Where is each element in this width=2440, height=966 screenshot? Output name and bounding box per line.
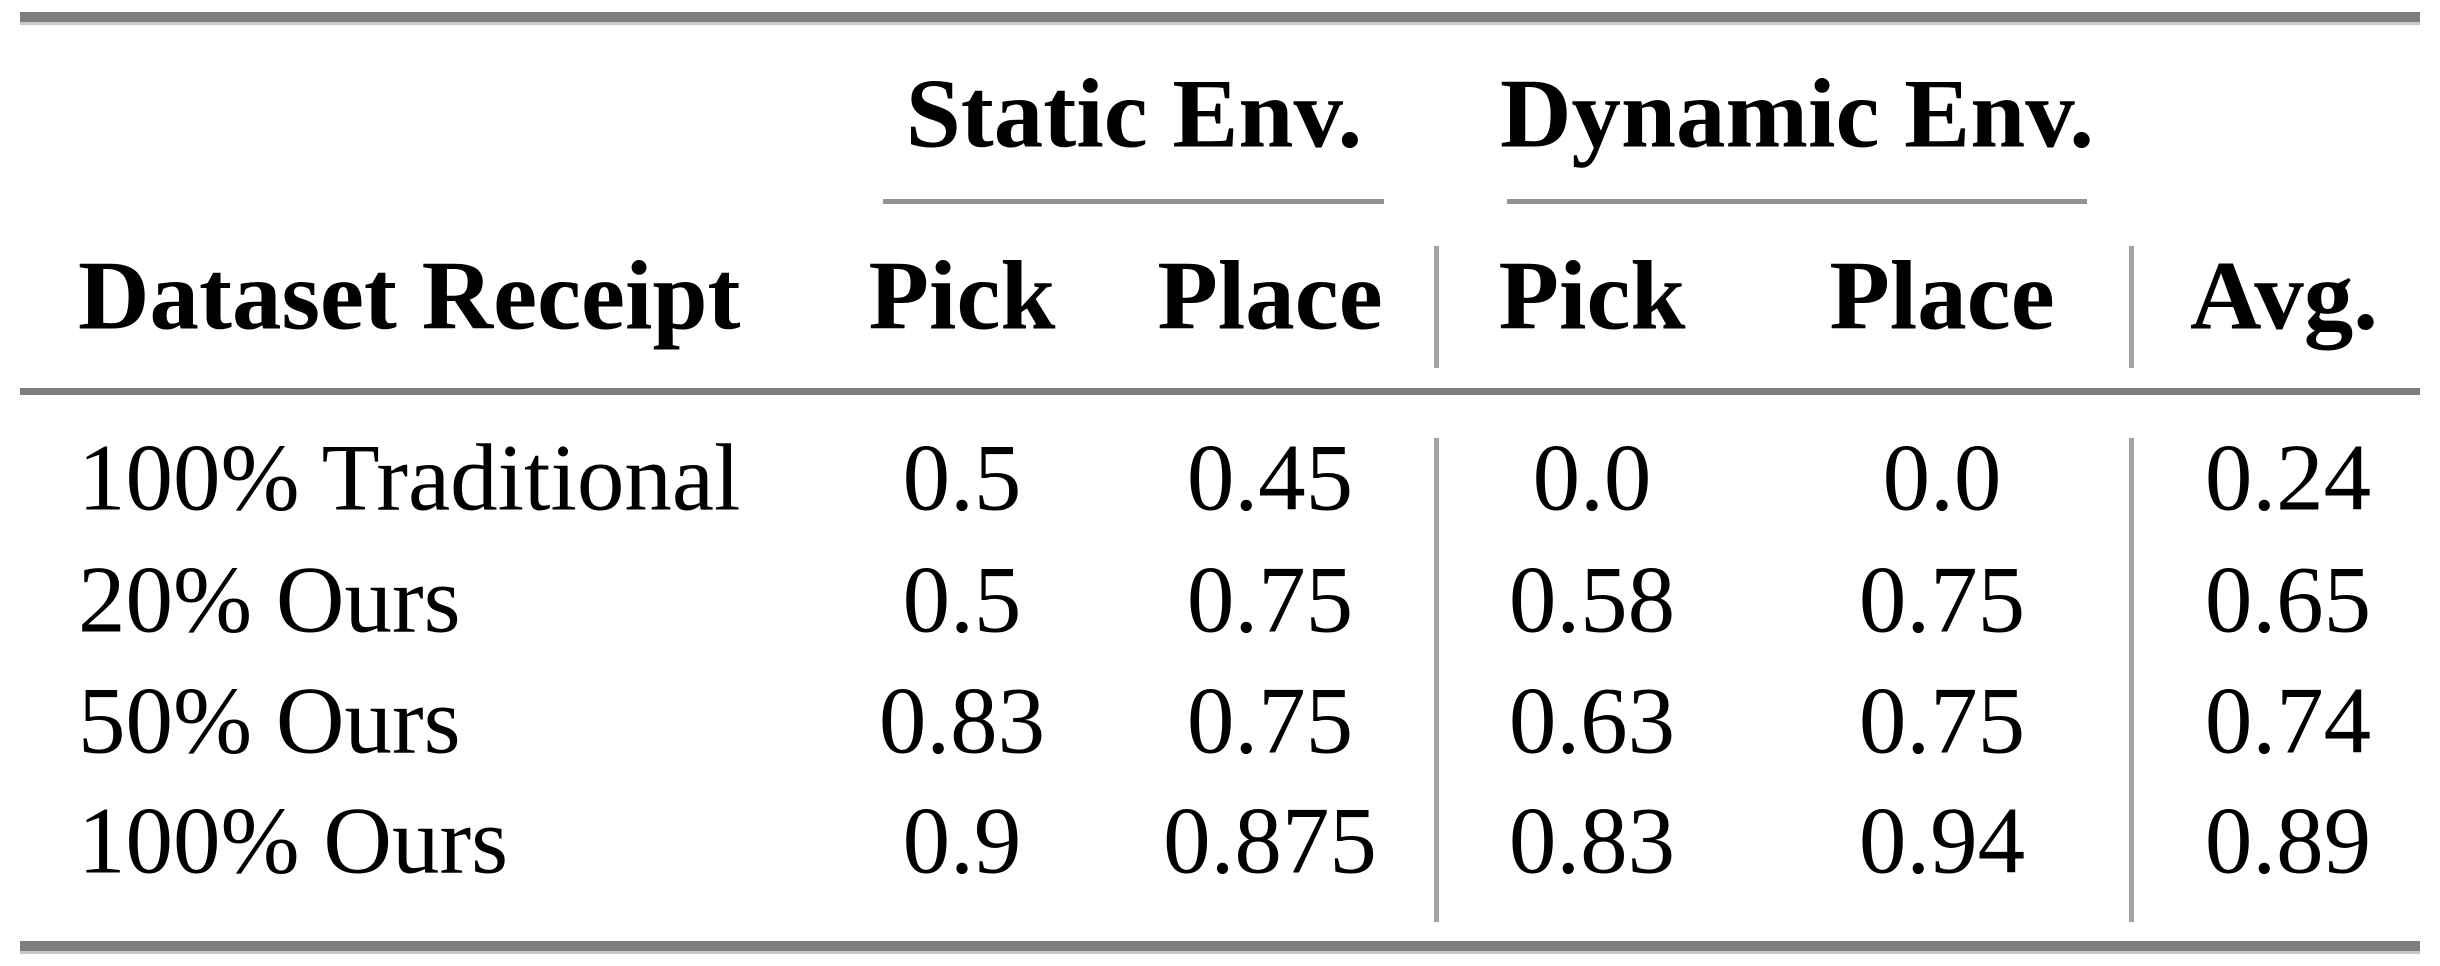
cell-dynamic-pick: 0.83 <box>1508 787 1676 894</box>
group-header-dynamic-env: Dynamic Env. <box>1499 59 2095 169</box>
column-header-dataset-receipt: Dataset Receipt <box>78 241 741 351</box>
column-header-avg: Avg. <box>2190 241 2378 351</box>
cell-static-place: 0.75 <box>1186 667 1354 774</box>
bottom-rule <box>20 941 2420 951</box>
cmidrule-dynamic <box>1507 199 2087 204</box>
row-label: 100% Traditional <box>78 424 741 531</box>
cell-dynamic-place: 0.0 <box>1882 424 2002 531</box>
cell-static-pick: 0.5 <box>902 424 1022 531</box>
column-header-dynamic-place: Place <box>1829 241 2055 351</box>
cell-avg: 0.89 <box>2204 787 2372 894</box>
cell-avg: 0.74 <box>2204 667 2372 774</box>
vertical-separator-2-header <box>2129 246 2134 368</box>
cell-avg: 0.65 <box>2204 546 2372 653</box>
top-rule <box>20 12 2420 22</box>
cell-dynamic-place: 0.75 <box>1858 546 2026 653</box>
cell-static-place: 0.875 <box>1163 787 1377 894</box>
cell-static-place: 0.45 <box>1186 424 1354 531</box>
mid-rule <box>20 388 2420 395</box>
cell-dynamic-pick: 0.58 <box>1508 546 1676 653</box>
column-header-static-pick: Pick <box>868 241 1056 351</box>
cell-dynamic-pick: 0.0 <box>1532 424 1652 531</box>
vertical-separator-1-header <box>1434 246 1439 368</box>
cell-dynamic-place: 0.94 <box>1858 787 2026 894</box>
column-header-dynamic-pick: Pick <box>1498 241 1686 351</box>
row-label: 20% Ours <box>78 546 461 653</box>
cell-dynamic-pick: 0.63 <box>1508 667 1676 774</box>
cell-static-pick: 0.5 <box>902 546 1022 653</box>
group-header-static-env: Static Env. <box>905 59 1363 169</box>
row-label: 50% Ours <box>78 667 461 774</box>
cell-static-pick: 0.83 <box>878 667 1046 774</box>
cell-static-place: 0.75 <box>1186 546 1354 653</box>
vertical-separator-2-body <box>2129 438 2134 922</box>
cell-static-pick: 0.9 <box>902 787 1022 894</box>
cmidrule-static <box>883 199 1384 204</box>
column-header-static-place: Place <box>1157 241 1383 351</box>
cell-dynamic-place: 0.75 <box>1858 667 2026 774</box>
row-label: 100% Ours <box>78 787 509 894</box>
vertical-separator-1-body <box>1434 438 1439 922</box>
cell-avg: 0.24 <box>2204 424 2372 531</box>
